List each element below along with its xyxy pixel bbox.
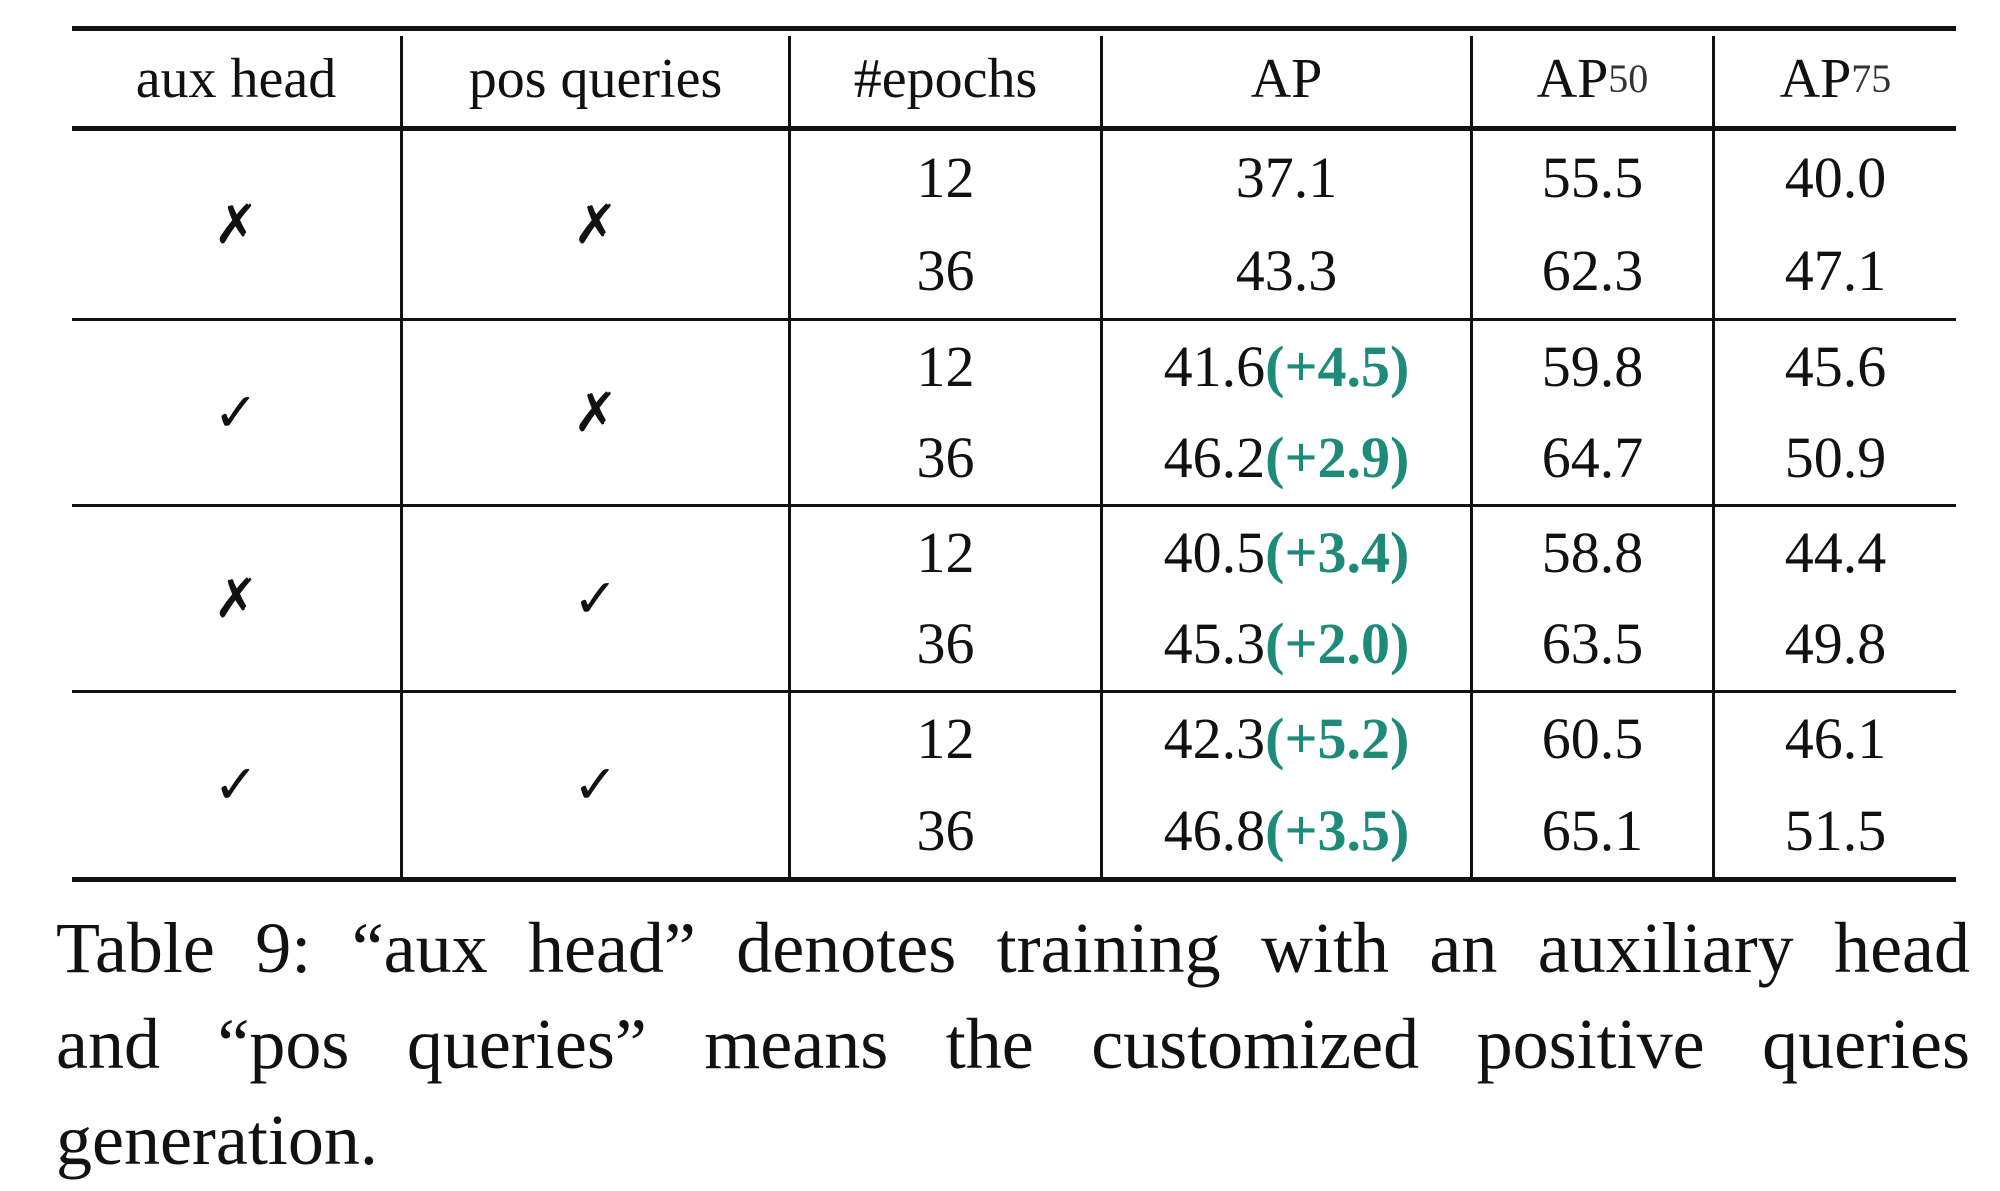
cell-ap-value: 43.3 [1235, 237, 1338, 303]
cell-ap50: 55.5 [1541, 144, 1644, 210]
cell-ap: 43.3 [1103, 224, 1470, 317]
cell-ap-gain: (+2.9) [1265, 425, 1410, 490]
header-rule [72, 126, 1956, 131]
header-pos-queries: pos queries [468, 47, 723, 110]
cell-ap50: 62.3 [1541, 237, 1644, 303]
cell-ap75: 47.1 [1784, 237, 1887, 303]
cell-ap: 40.5 (+3.4) [1103, 507, 1470, 598]
column-rule [400, 36, 403, 882]
cell-ap75: 40.0 [1784, 144, 1887, 210]
cell-ap: 37.1 [1103, 131, 1470, 224]
column-rule [788, 36, 791, 882]
header-ap50: AP 50 [1473, 31, 1712, 126]
cell-ap50: 58.8 [1541, 519, 1644, 585]
cell-ap50: 60.5 [1541, 706, 1644, 771]
cell-ap-value: 45.3 [1163, 611, 1266, 676]
cell-epochs: 36 [916, 237, 975, 303]
cell-epochs: 36 [916, 798, 975, 863]
results-table: aux head pos queries #epochs AP AP 50 AP 7… [72, 26, 1956, 882]
header-ap75-sub: 75 [1851, 55, 1892, 101]
cell-ap: 41.6 (+4.5) [1103, 321, 1470, 412]
group-aux-head-mark: ✓ [213, 380, 259, 444]
cell-ap-gain: (+4.5) [1265, 333, 1410, 399]
cell-ap-gain: (+5.2) [1265, 706, 1410, 771]
group-rule [72, 690, 1956, 693]
group-pos-queries-mark: ✗ [572, 192, 619, 256]
cell-epochs: 36 [916, 611, 975, 676]
cell-ap: 46.8 (+3.5) [1103, 785, 1470, 877]
group-aux-head-mark: ✓ [213, 753, 259, 816]
cell-ap-value: 42.3 [1163, 706, 1266, 771]
cell-ap50: 63.5 [1541, 611, 1644, 676]
group-pos-queries-mark: ✓ [572, 753, 619, 816]
cell-ap50: 64.7 [1541, 425, 1644, 490]
cell-ap-value: 46.2 [1163, 425, 1266, 490]
column-rule [1712, 36, 1715, 882]
bottom-rule [72, 877, 1956, 882]
cell-epochs: 36 [916, 425, 975, 490]
cell-ap-value: 37.1 [1235, 144, 1338, 210]
cell-ap: 42.3 (+5.2) [1103, 693, 1470, 785]
header-ap50-base: AP [1536, 47, 1609, 110]
cell-epochs: 12 [916, 333, 975, 399]
cell-epochs: 12 [916, 144, 975, 210]
caption-line: and “pos queries” means the customized p… [56, 1004, 1970, 1084]
cell-ap75: 46.1 [1784, 706, 1887, 771]
cell-ap-gain: (+3.4) [1265, 519, 1410, 585]
cell-ap75: 44.4 [1784, 519, 1887, 585]
cell-epochs: 12 [916, 519, 975, 585]
cell-ap50: 59.8 [1541, 333, 1644, 399]
header-ap75: AP 75 [1715, 31, 1956, 126]
group-aux-head-mark: ✗ [213, 566, 259, 630]
column-rule [1100, 36, 1103, 882]
cell-ap-value: 40.5 [1163, 519, 1266, 585]
group-pos-queries-mark: ✓ [572, 566, 619, 630]
header-ap50-sub: 50 [1608, 55, 1649, 101]
cell-ap50: 65.1 [1541, 798, 1644, 863]
cell-ap75: 50.9 [1784, 425, 1887, 490]
group-rule [72, 318, 1956, 321]
header-aux-head: aux head [135, 47, 337, 110]
cell-ap75: 49.8 [1784, 611, 1887, 676]
group-pos-queries-mark: ✗ [572, 380, 619, 444]
group-rule [72, 504, 1956, 507]
cell-ap-value: 41.6 [1163, 333, 1266, 399]
table-caption: Table 9: “aux head” denotes training wit… [56, 900, 1970, 1188]
cell-ap75: 51.5 [1784, 798, 1887, 863]
cell-ap-gain: (+3.5) [1265, 798, 1410, 863]
cell-ap: 45.3 (+2.0) [1103, 598, 1470, 690]
header-ap75-base: AP [1779, 47, 1852, 110]
cell-ap-gain: (+2.0) [1265, 611, 1410, 676]
caption-line: Table 9: “aux head” denotes training wit… [56, 908, 1970, 988]
column-rule [1470, 36, 1473, 882]
caption-line: generation. [56, 1100, 378, 1180]
cell-ap: 46.2 (+2.9) [1103, 412, 1470, 504]
header-ap: AP [1250, 47, 1323, 110]
cell-epochs: 12 [916, 706, 975, 771]
group-aux-head-mark: ✗ [213, 192, 259, 256]
header-epochs: #epochs [853, 47, 1038, 110]
cell-ap-value: 46.8 [1163, 798, 1266, 863]
top-rule [72, 26, 1956, 31]
cell-ap75: 45.6 [1784, 333, 1887, 399]
